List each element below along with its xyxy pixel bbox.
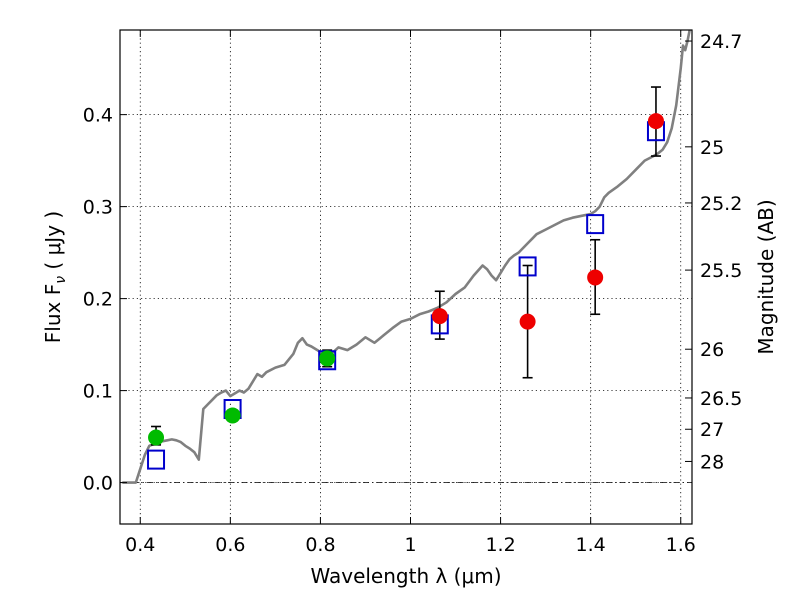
photometry-point — [587, 269, 604, 286]
y-axis-title-unit: ( μJy ) — [41, 211, 65, 276]
photometry-point — [647, 113, 664, 130]
y-tick-label: 0.1 — [83, 381, 113, 403]
magnitude-tick-label: 26 — [700, 339, 724, 361]
y-tick-label: 0.3 — [83, 197, 113, 219]
magnitude-axis-ticks: 24.7 25 25.2 25.5 26 26.5 27 28 — [685, 31, 742, 473]
x-tick-label: 1.4 — [576, 534, 606, 556]
model-photometry-square — [518, 256, 537, 277]
magnitude-tick-label: 28 — [700, 451, 724, 473]
magnitude-axis-title: Magnitude (AB) — [754, 199, 778, 354]
spectrum-line — [122, 30, 691, 484]
x-axis-title: Wavelength λ (μm) — [310, 564, 501, 588]
x-tick-label: 0.6 — [215, 534, 245, 556]
plot-frame — [119, 29, 693, 525]
y-axis-title-main: Flux F — [41, 284, 65, 343]
model-photometry-square — [586, 214, 605, 235]
y-axis-title: Flux Fν ( μJy ) — [41, 211, 69, 343]
observed-photometry-points — [148, 113, 664, 446]
magnitude-tick-label: 25.5 — [700, 260, 742, 282]
photometry-point — [319, 350, 336, 367]
y-tick-label: 0.4 — [83, 105, 113, 127]
y-axis-title-subscript: ν — [53, 276, 69, 284]
x-tick-label: 1 — [404, 534, 416, 556]
magnitude-tick-label: 24.7 — [700, 31, 742, 53]
y-tick-label: 0.0 — [83, 473, 113, 495]
magnitude-tick-label: 27 — [700, 419, 724, 441]
x-tick-label: 0.4 — [125, 534, 155, 556]
magnitude-tick-label: 25 — [700, 137, 724, 159]
magnitude-tick-label: 26.5 — [700, 388, 742, 410]
model-photometry-square — [147, 449, 166, 470]
photometry-point — [148, 429, 165, 446]
x-tick-label: 1.6 — [666, 534, 696, 556]
plot-background — [120, 30, 692, 524]
y-tick-label: 0.2 — [83, 289, 113, 311]
model-spectrum — [122, 30, 691, 484]
photometry-point — [519, 313, 536, 330]
magnitude-tick-label: 25.2 — [700, 193, 742, 215]
y-axis-ticks: 0.0 0.1 0.2 0.3 0.4 — [83, 105, 127, 495]
photometry-point — [431, 308, 448, 325]
x-tick-label: 1.2 — [485, 534, 515, 556]
x-tick-label: 0.8 — [305, 534, 335, 556]
x-axis-ticks: 0.4 0.6 0.8 1 1.2 1.4 1.6 — [125, 30, 696, 556]
photometry-point — [224, 407, 241, 424]
